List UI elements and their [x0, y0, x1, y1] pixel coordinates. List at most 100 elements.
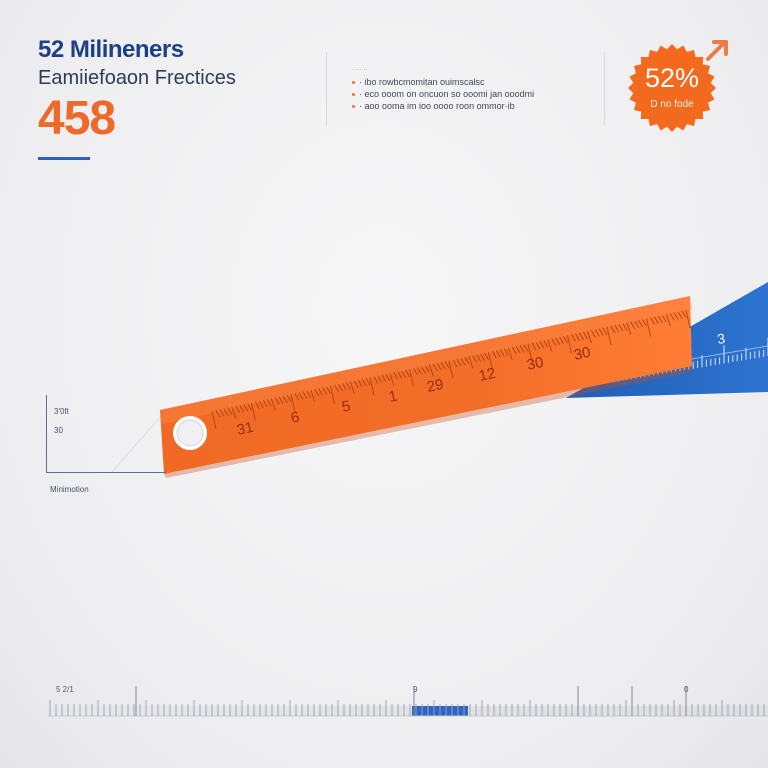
ruler-tick	[294, 393, 300, 401]
ruler-tick	[270, 398, 276, 411]
notes-text-2: · eco ooom on oncuon so ooomi jan ooodmi	[359, 89, 535, 99]
ruler-tick	[231, 406, 237, 419]
ruler-tick	[650, 317, 655, 325]
ruler-tick	[456, 358, 462, 367]
ruler-tick	[491, 350, 497, 359]
ruler-tick	[547, 339, 553, 352]
ruler-tick	[515, 345, 521, 354]
ruler-tick	[519, 345, 525, 353]
ruler-tick	[653, 316, 659, 324]
ruler-tick	[571, 334, 576, 342]
ruler-tick	[262, 399, 268, 408]
ruler-tick	[290, 394, 296, 413]
bullet-icon	[352, 80, 355, 84]
ruler-tick	[578, 332, 584, 340]
ruler-number-30-a: 30	[525, 354, 545, 374]
ruler-tick	[630, 321, 636, 330]
divider-right	[604, 52, 605, 126]
ruler-tick	[361, 378, 367, 387]
ruler-tick	[559, 336, 565, 345]
ruler-tick	[286, 394, 292, 403]
ruler-tick	[495, 350, 501, 358]
ruler-tick	[393, 372, 399, 380]
ruler-tick	[567, 335, 572, 354]
ruler-tick	[306, 390, 312, 399]
ruler-tick	[590, 329, 596, 338]
ruler-tick	[440, 361, 446, 370]
ruler-tick	[677, 311, 683, 319]
ruler-tick	[322, 387, 328, 395]
ruler-tick	[464, 356, 470, 365]
notes-text-1: · ibo rowbcmomitan ouimscalsc	[359, 77, 485, 87]
ruler-tick	[258, 400, 264, 409]
ruler-tick	[523, 344, 529, 352]
ruler-tick	[527, 343, 533, 362]
ruler-tick	[409, 368, 414, 388]
ruler-tick	[436, 362, 442, 371]
percentage-badge: 52% D no fode	[622, 40, 722, 136]
ruler-tick	[412, 367, 418, 376]
ruler-tick	[227, 407, 233, 415]
ruler-tick	[345, 382, 351, 390]
ruler-tick	[626, 322, 632, 335]
ruler-tick	[310, 389, 316, 403]
orange-ruler-ticks	[211, 309, 691, 430]
ruler-tick	[460, 357, 466, 366]
ruler-tick	[444, 361, 450, 369]
ruler-tick	[405, 369, 410, 378]
ruler-tick	[665, 314, 671, 327]
badge-value: 52%	[644, 63, 700, 93]
ruler-tick	[511, 346, 517, 355]
mini-chart-y-axis	[46, 395, 47, 473]
ruler-tick	[646, 318, 651, 337]
divider-left	[326, 52, 327, 126]
ruler-tick	[582, 331, 588, 340]
page-title: 52 Milineners	[38, 36, 184, 63]
headline-number: 458	[38, 92, 116, 145]
ruler-tick	[326, 386, 332, 394]
bullet-icon	[352, 92, 355, 96]
ruler-tick	[468, 356, 474, 369]
headline-underline	[38, 157, 90, 160]
ruler-tick	[369, 377, 375, 396]
notes-text-3: · aoo ooma im ioo oooo roon ommor·ib	[359, 101, 515, 111]
ruler-tick	[318, 388, 324, 396]
ruler-tick	[543, 340, 549, 348]
ruler-tick	[243, 404, 249, 412]
ruler-tick	[239, 404, 245, 413]
ruler-tick	[397, 371, 403, 379]
ruler-tick	[610, 325, 616, 334]
notes-panel: · ··· ·· · ibo rowbcmomitan ouimscalsc ·…	[352, 64, 572, 112]
ruler-tick	[448, 360, 454, 379]
ruler-tick	[302, 391, 308, 399]
ruler-tick	[657, 315, 663, 324]
ruler-tick	[353, 380, 359, 388]
footer-label-middle: 9	[413, 685, 418, 694]
ruler-tick	[563, 335, 568, 344]
ruler-number-6: 6	[289, 409, 301, 427]
starburst-icon	[628, 44, 716, 132]
ruler-tick	[424, 365, 430, 373]
ruler-number-1: 1	[387, 388, 399, 406]
arrow-up-right-icon	[706, 40, 728, 61]
footer-label-right: 0	[684, 685, 689, 694]
ruler-tick	[381, 374, 387, 383]
ruler-tick	[215, 409, 221, 418]
ruler-tick	[669, 313, 675, 321]
ruler-tick	[235, 405, 241, 414]
ruler-tick	[685, 309, 691, 329]
mini-chart-x-axis	[46, 472, 166, 473]
ruler-tick	[507, 347, 513, 361]
ruler-tick	[634, 320, 640, 329]
ruler-number-5: 5	[340, 398, 352, 416]
ruler-tick	[574, 333, 580, 341]
ruler-number-29: 29	[425, 376, 445, 396]
ruler-tick	[365, 377, 371, 386]
ruler-tick	[251, 402, 256, 421]
orange-ruler: 31 6 5 1 29 12 30 30	[160, 296, 692, 478]
ruler-tick	[401, 370, 407, 378]
ruler-tick	[551, 338, 557, 346]
ruler-tick	[219, 409, 225, 417]
badge-label: D no fode	[650, 99, 694, 110]
